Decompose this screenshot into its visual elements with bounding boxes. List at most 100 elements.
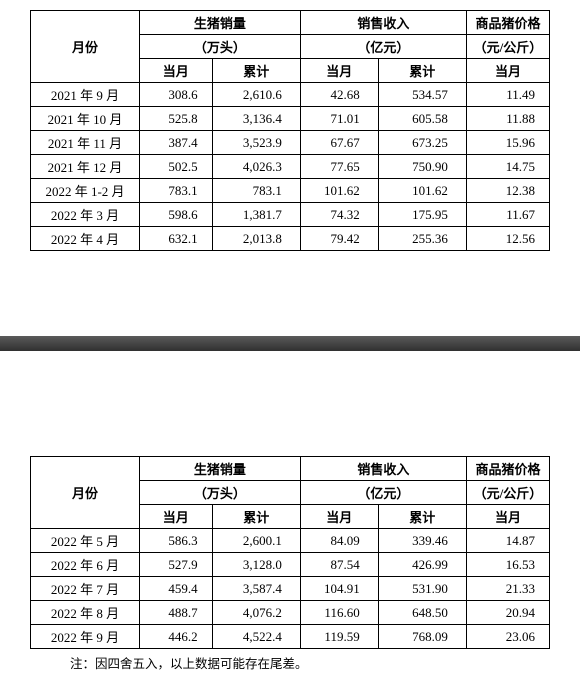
table-row: 2021 年 12 月502.54,026.377.65750.9014.75 [31,155,550,179]
cell-rev-cumulative: 531.90 [378,577,466,601]
col-price-unit: （元/公斤） [466,481,549,505]
cell-month: 2022 年 4 月 [31,227,140,251]
cell-vol-current: 387.4 [139,131,212,155]
cell-month: 2022 年 8 月 [31,601,140,625]
cell-vol-cumulative: 1,381.7 [212,203,300,227]
cell-vol-cumulative: 2,013.8 [212,227,300,251]
cell-vol-current: 308.6 [139,83,212,107]
table-row: 2022 年 3 月598.61,381.774.32175.9511.67 [31,203,550,227]
cell-rev-current: 84.09 [300,529,378,553]
cell-rev-current: 71.01 [300,107,378,131]
col-month: 月份 [31,11,140,83]
cell-rev-cumulative: 101.62 [378,179,466,203]
cell-rev-cumulative: 768.09 [378,625,466,649]
cell-rev-current: 42.68 [300,83,378,107]
table-row: 2021 年 11 月387.43,523.967.67673.2515.96 [31,131,550,155]
cell-vol-cumulative: 4,026.3 [212,155,300,179]
cell-month: 2022 年 6 月 [31,553,140,577]
cell-month: 2021 年 10 月 [31,107,140,131]
col-sales-revenue: 销售收入 [300,11,466,35]
table-row: 2022 年 7 月459.43,587.4104.91531.9021.33 [31,577,550,601]
cell-rev-cumulative: 750.90 [378,155,466,179]
table-row: 2022 年 6 月527.93,128.087.54426.9916.53 [31,553,550,577]
cell-month: 2022 年 3 月 [31,203,140,227]
cell-rev-cumulative: 255.36 [378,227,466,251]
cell-vol-current: 502.5 [139,155,212,179]
gap-1 [0,256,580,336]
cell-vol-current: 446.2 [139,625,212,649]
col-rev-cumulative: 累计 [378,59,466,83]
col-sales-revenue-unit: （亿元） [300,481,466,505]
cell-vol-current: 488.7 [139,601,212,625]
table-row: 2022 年 1-2 月783.1783.1101.62101.6212.38 [31,179,550,203]
col-rev-cumulative: 累计 [378,505,466,529]
cell-price: 14.87 [466,529,549,553]
cell-rev-current: 104.91 [300,577,378,601]
cell-month: 2021 年 12 月 [31,155,140,179]
cell-rev-cumulative: 673.25 [378,131,466,155]
col-vol-cumulative: 累计 [212,59,300,83]
cell-month: 2021 年 11 月 [31,131,140,155]
cell-rev-current: 77.65 [300,155,378,179]
col-sales-revenue-unit: （亿元） [300,35,466,59]
cell-vol-cumulative: 3,128.0 [212,553,300,577]
sales-table-1: 月份 生猪销量 销售收入 商品猪价格 （万头） （亿元） （元/公斤） 当月 累… [30,10,550,251]
col-price: 商品猪价格 [466,11,549,35]
cell-vol-current: 459.4 [139,577,212,601]
table-2-body: 2022 年 5 月586.32,600.184.09339.4614.8720… [31,529,550,649]
cell-price: 20.94 [466,601,549,625]
cell-rev-current: 87.54 [300,553,378,577]
cell-rev-current: 74.32 [300,203,378,227]
col-price-unit: （元/公斤） [466,35,549,59]
footnote: 注：因四舍五入，以上数据可能存在尾差。 [30,649,550,672]
col-rev-current: 当月 [300,505,378,529]
col-rev-current: 当月 [300,59,378,83]
section-divider [0,336,580,351]
cell-month: 2022 年 1-2 月 [31,179,140,203]
cell-price: 21.33 [466,577,549,601]
col-vol-cumulative: 累计 [212,505,300,529]
cell-month: 2022 年 5 月 [31,529,140,553]
table-2-container: 月份 生猪销量 销售收入 商品猪价格 （万头） （亿元） （元/公斤） 当月 累… [0,446,580,677]
col-month: 月份 [31,457,140,529]
sales-table-2: 月份 生猪销量 销售收入 商品猪价格 （万头） （亿元） （元/公斤） 当月 累… [30,456,550,649]
col-sales-volume: 生猪销量 [139,11,300,35]
cell-price: 14.75 [466,155,549,179]
cell-rev-current: 67.67 [300,131,378,155]
cell-rev-current: 116.60 [300,601,378,625]
cell-price: 23.06 [466,625,549,649]
col-sales-revenue: 销售收入 [300,457,466,481]
cell-price: 11.67 [466,203,549,227]
cell-vol-cumulative: 2,610.6 [212,83,300,107]
col-sales-volume-unit: （万头） [139,35,300,59]
cell-vol-cumulative: 4,522.4 [212,625,300,649]
cell-price: 12.38 [466,179,549,203]
cell-vol-cumulative: 783.1 [212,179,300,203]
table-row: 2022 年 8 月488.74,076.2116.60648.5020.94 [31,601,550,625]
cell-price: 11.88 [466,107,549,131]
col-vol-current: 当月 [139,505,212,529]
table-1-container: 月份 生猪销量 销售收入 商品猪价格 （万头） （亿元） （元/公斤） 当月 累… [0,0,580,256]
table-row: 2021 年 9 月308.62,610.642.68534.5711.49 [31,83,550,107]
table-2-head: 月份 生猪销量 销售收入 商品猪价格 （万头） （亿元） （元/公斤） 当月 累… [31,457,550,529]
cell-price: 11.49 [466,83,549,107]
cell-rev-cumulative: 339.46 [378,529,466,553]
cell-price: 15.96 [466,131,549,155]
col-price-current: 当月 [466,505,549,529]
cell-month: 2021 年 9 月 [31,83,140,107]
cell-rev-cumulative: 605.58 [378,107,466,131]
cell-rev-cumulative: 175.95 [378,203,466,227]
cell-month: 2022 年 9 月 [31,625,140,649]
cell-vol-current: 632.1 [139,227,212,251]
table-1-head: 月份 生猪销量 销售收入 商品猪价格 （万头） （亿元） （元/公斤） 当月 累… [31,11,550,83]
cell-vol-current: 525.8 [139,107,212,131]
col-price: 商品猪价格 [466,457,549,481]
cell-vol-cumulative: 4,076.2 [212,601,300,625]
cell-vol-cumulative: 3,587.4 [212,577,300,601]
col-price-current: 当月 [466,59,549,83]
cell-vol-current: 598.6 [139,203,212,227]
col-sales-volume-unit: （万头） [139,481,300,505]
cell-vol-cumulative: 2,600.1 [212,529,300,553]
table-row: 2022 年 4 月632.12,013.879.42255.3612.56 [31,227,550,251]
col-vol-current: 当月 [139,59,212,83]
